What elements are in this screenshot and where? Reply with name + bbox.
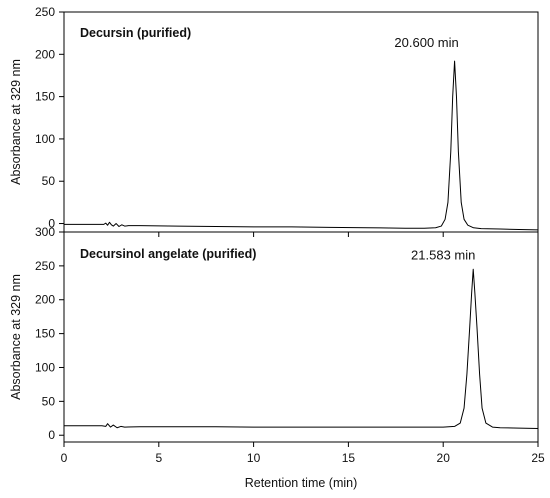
- panel-title-2: Decursinol angelate (purified): [80, 247, 256, 261]
- y-tick-label-1-0: 0: [48, 217, 55, 231]
- peak-label-1: 20.600 min: [394, 35, 458, 50]
- y-tick-label-1-150: 150: [35, 90, 55, 104]
- y-tick-label-1-100: 100: [35, 132, 55, 146]
- y-tick-label-1-200: 200: [35, 47, 55, 61]
- y-tick-label-2-250: 250: [35, 259, 55, 273]
- x-tick-label-0: 0: [61, 451, 68, 465]
- x-tick-label-20: 20: [437, 451, 451, 465]
- y-tick-label-2-50: 50: [42, 394, 56, 408]
- y-tick-label-1-250: 250: [35, 5, 55, 19]
- y-tick-label-1-50: 50: [42, 174, 56, 188]
- peak-label-2: 21.583 min: [411, 247, 475, 262]
- panel-title-1: Decursin (purified): [80, 26, 191, 40]
- x-tick-label-5: 5: [155, 451, 162, 465]
- x-tick-label-15: 15: [342, 451, 356, 465]
- y-tick-label-2-0: 0: [48, 428, 55, 442]
- y-axis-label-1: Absorbance at 329 nm: [9, 59, 23, 185]
- y-tick-label-2-150: 150: [35, 327, 55, 341]
- y-axis-label-2: Absorbance at 329 nm: [9, 274, 23, 400]
- chromatogram-trace-1: [64, 60, 539, 231]
- plot-frame-2: [63, 231, 539, 443]
- plot-frame-1: [63, 11, 539, 233]
- x-tick-label-10: 10: [247, 451, 261, 465]
- y-tick-label-2-200: 200: [35, 293, 55, 307]
- x-tick-label-25: 25: [531, 451, 545, 465]
- chromatogram-trace-2: [64, 268, 539, 429]
- x-axis-label: Retention time (min): [245, 476, 358, 490]
- y-tick-label-2-300: 300: [35, 225, 55, 239]
- y-tick-label-2-100: 100: [35, 360, 55, 374]
